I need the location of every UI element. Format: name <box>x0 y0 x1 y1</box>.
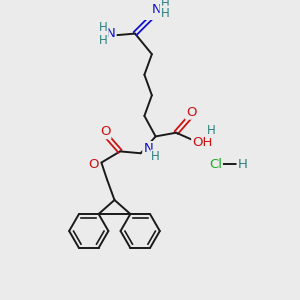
Text: H: H <box>160 0 169 10</box>
Text: H: H <box>99 34 108 47</box>
Text: H: H <box>160 7 169 20</box>
Text: H: H <box>99 21 108 34</box>
Text: OH: OH <box>192 136 212 148</box>
Text: Cl: Cl <box>209 158 222 171</box>
Text: H: H <box>151 151 160 164</box>
Text: N: N <box>143 142 153 155</box>
Text: O: O <box>186 106 196 118</box>
Text: H: H <box>207 124 216 137</box>
Text: O: O <box>100 125 110 138</box>
Text: N: N <box>152 3 161 16</box>
Text: H: H <box>238 158 248 171</box>
Text: N: N <box>106 27 116 40</box>
Text: O: O <box>89 158 99 171</box>
